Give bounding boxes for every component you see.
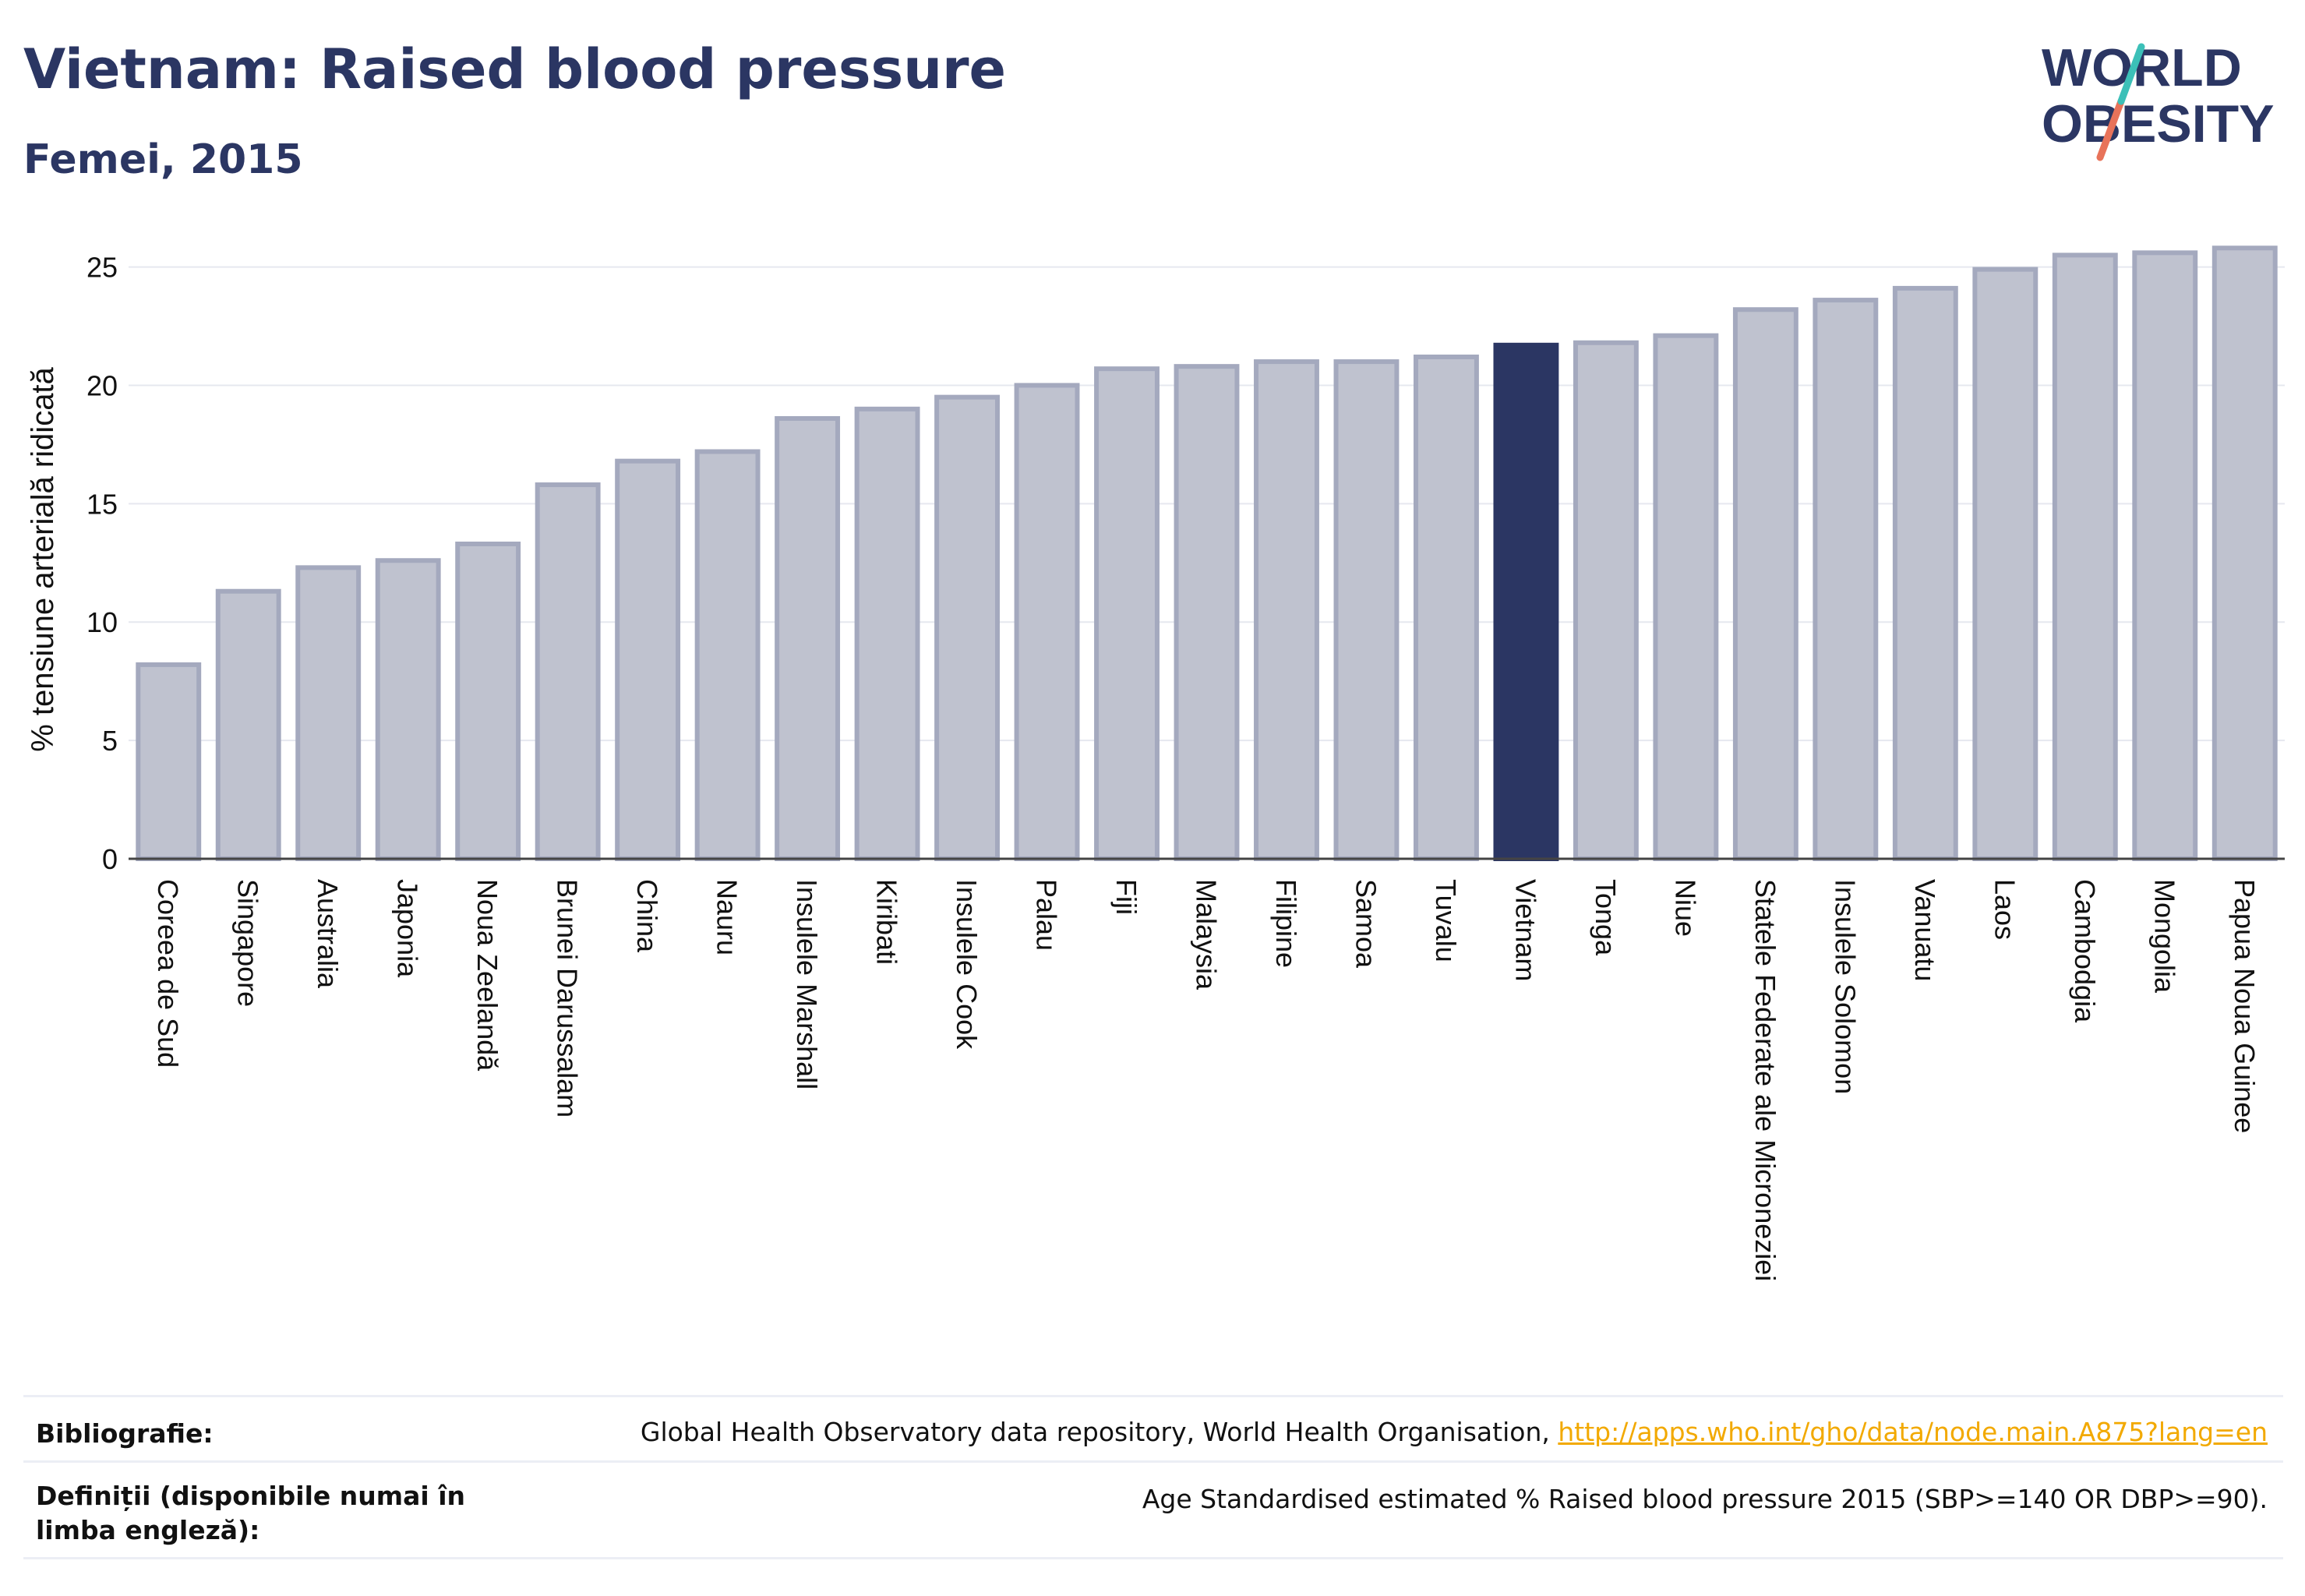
bibliography-text: Global Health Observatory data repositor… [640, 1417, 1558, 1447]
x-tick-label: Kiribati [871, 879, 903, 965]
bibliography-value: Global Health Observatory data repositor… [641, 1417, 2268, 1447]
x-tick-label: Malaysia [1191, 879, 1223, 990]
y-axis-label: % tensiune arterială ridicată [26, 366, 60, 751]
bar [2132, 250, 2198, 862]
bar [1573, 340, 1639, 862]
chart-subtitle: Femei, 2015 [23, 136, 303, 183]
x-tick-label: Tonga [1590, 879, 1622, 956]
bar [1014, 383, 1080, 861]
bar [1254, 359, 1319, 861]
x-tick-label: Nauru [711, 879, 743, 955]
y-tick-label: 15 [86, 488, 118, 520]
footer-divider-bottom [23, 1557, 2283, 1559]
x-tick-label: Singapore [232, 879, 264, 1007]
bar-chart: 0 5 10 15 20 25 Coreea de Sud Singapore Austral… [26, 245, 2285, 1281]
bar [694, 449, 761, 861]
bar [2211, 245, 2278, 861]
bar [1813, 298, 1879, 861]
bar [934, 394, 1000, 862]
x-tick-label: Cambodgia [2069, 879, 2101, 1023]
bibliography-label: Bibliografie: [36, 1418, 214, 1449]
x-tick-label: Mongolia [2148, 879, 2180, 994]
category-labels: Coreea de Sud Singapore Australia Japonia No… [152, 879, 2261, 1281]
x-tick-label: Tuvalu [1430, 879, 1462, 962]
axes: 0 5 10 15 20 25 [86, 252, 2285, 875]
x-tick-label: Japonia [392, 879, 424, 978]
world-obesity-logo: WORLD OBESITY [2042, 38, 2275, 161]
x-tick-label: Laos [1989, 879, 2021, 940]
bar [455, 541, 521, 861]
x-tick-label: Vietnam [1509, 879, 1541, 981]
bar [1333, 359, 1400, 861]
x-tick-label: Filipine [1270, 879, 1302, 968]
x-tick-label: Statele Federate ale Microneziei [1749, 879, 1781, 1281]
bar [1653, 333, 1719, 861]
footer-divider-top [23, 1395, 2283, 1397]
y-tick-label: 20 [86, 369, 118, 401]
logo-slash-lower [2096, 97, 2125, 161]
x-tick-label: Insulele Marshall [791, 879, 823, 1089]
logo-slash-upper [2117, 43, 2145, 105]
bar [535, 482, 601, 861]
bar [1892, 285, 1958, 862]
bar [854, 406, 920, 861]
bars [136, 245, 2278, 862]
bar-highlighted [1493, 342, 1559, 861]
bar [1414, 355, 1479, 861]
x-tick-label: Brunei Darussalam [552, 879, 584, 1118]
x-tick-label: China [631, 879, 663, 953]
y-tick-label: 0 [102, 843, 118, 875]
bar [2052, 252, 2118, 861]
y-tick-label: 25 [86, 252, 118, 284]
bar [1174, 364, 1240, 861]
x-tick-label: Fiji [1110, 879, 1142, 915]
bar [615, 458, 681, 862]
bibliography-link[interactable]: http://apps.who.int/gho/data/node.main.A… [1558, 1417, 2268, 1447]
x-tick-label: Noua Zeelandă [471, 879, 503, 1072]
x-tick-label: Insulele Solomon [1829, 879, 1861, 1094]
bar [295, 565, 362, 862]
footer-divider-middle [23, 1460, 2283, 1463]
x-tick-label: Australia [312, 879, 344, 989]
bar [1972, 267, 2038, 861]
x-tick-label: Palau [1031, 879, 1063, 951]
x-tick-label: Samoa [1350, 879, 1382, 969]
definitions-value: Age Standardised estimated % Raised bloo… [1142, 1484, 2268, 1514]
logo-line2: OBESITY [2042, 94, 2275, 154]
x-tick-label: Niue [1669, 879, 1701, 937]
bar [1732, 307, 1798, 861]
bar [136, 662, 202, 861]
bar [375, 558, 441, 862]
x-tick-label: Vanuatu [1909, 879, 1941, 981]
chart-title: Vietnam: Raised blood pressure [23, 37, 1007, 101]
x-tick-label: Insulele Cook [951, 879, 983, 1050]
bar [215, 588, 281, 861]
definitions-label: Definiții (disponibile numai în limba en… [36, 1481, 466, 1545]
y-tick-label: 10 [86, 606, 118, 638]
y-tick-label: 5 [102, 725, 118, 757]
bar [1094, 366, 1160, 862]
x-tick-label: Coreea de Sud [152, 879, 184, 1068]
x-tick-label: Papua Noua Guinee [2229, 879, 2261, 1133]
bar [775, 415, 841, 861]
